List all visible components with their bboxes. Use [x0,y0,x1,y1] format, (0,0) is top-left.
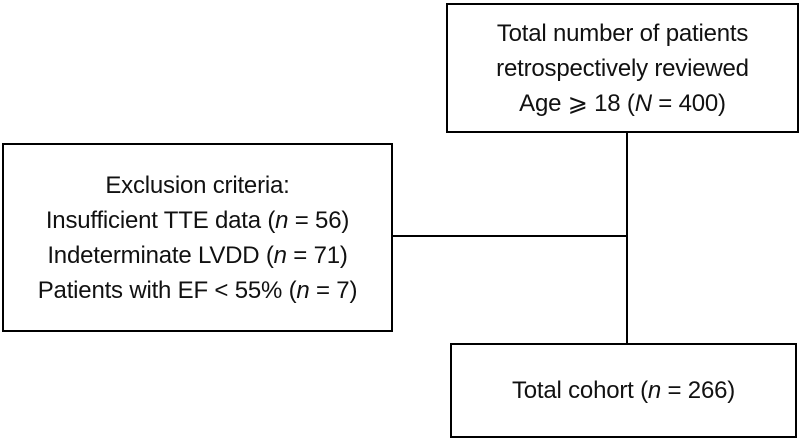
exclusion-item-tte: Insufficient TTE data (n = 56) [46,203,349,238]
exclusion-item-tte-suffix: = 56) [288,206,350,234]
age-criteria-prefix: Age ⩾ 18 ( [519,89,635,117]
exclusion-criteria-title: Exclusion criteria: [105,171,290,199]
total-patients-line1: Total number of patients [496,19,749,47]
exclusion-item-ef-variable-n: n [296,276,310,304]
exclusion-item-lvdd: Indeterminate LVDD (n = 71) [47,238,348,273]
exclusion-item-lvdd-prefix: Indeterminate LVDD ( [47,241,274,269]
total-cohort-variable-n: n [647,377,662,404]
total-patients-line3: Age ⩾ 18 (N = 400) [519,86,726,121]
sample-size-variable-N: N [634,89,652,117]
exclusion-item-tte-prefix: Insufficient TTE data ( [45,206,276,234]
exclusion-item-ef: Patients with EF < 55% (n = 7) [38,273,358,308]
exclusion-item-lvdd-variable-n: n [273,241,287,269]
exclusion-item-tte-variable-n: n [275,206,289,234]
connector-horizontal-line [393,235,627,237]
exclusion-criteria-box: Exclusion criteria: Insufficient TTE dat… [2,143,393,332]
exclusion-item-ef-prefix: Patients with EF < 55% ( [37,276,297,304]
total-cohort-suffix: = 266) [661,377,736,404]
total-cohort-line: Total cohort (n = 266) [512,373,735,408]
connector-vertical-line [626,133,628,343]
exclusion-item-ef-suffix: = 7) [309,276,358,304]
age-criteria-suffix: = 400) [651,89,726,117]
total-patients-line2: retrospectively reviewed [496,54,749,82]
total-cohort-box: Total cohort (n = 266) [450,343,797,438]
total-patients-box: Total number of patients retrospectively… [446,3,799,133]
total-cohort-prefix: Total cohort ( [511,377,648,404]
exclusion-item-lvdd-suffix: = 71) [286,241,348,269]
